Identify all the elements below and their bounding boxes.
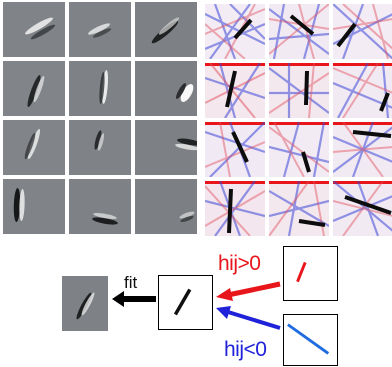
filter-tile	[3, 2, 65, 57]
negative-weight-arrow	[216, 306, 281, 330]
filter-tile	[3, 179, 65, 234]
overlay-tile	[333, 181, 392, 236]
overlay-tile	[269, 63, 329, 118]
overlay-tile	[205, 63, 265, 118]
fit-arrow	[112, 291, 156, 307]
filter-tile	[135, 61, 197, 116]
overlay-tile	[205, 4, 265, 59]
overlay-tile	[333, 4, 392, 59]
filter-tile	[3, 61, 65, 116]
negative-weight-label: hij<0	[224, 338, 267, 361]
filter-tile	[135, 179, 197, 234]
overlay-tile	[333, 63, 392, 118]
overlay-tile	[205, 122, 265, 177]
positive-weight-label: hij>0	[218, 252, 261, 275]
fitted-filter-patch	[62, 276, 108, 331]
filter-tile	[135, 120, 197, 175]
positive-weight-arrow	[216, 281, 281, 301]
overlay-tile	[333, 122, 392, 177]
overlay-tile	[205, 181, 265, 236]
overlay-tile	[269, 181, 329, 236]
filter-tile	[69, 179, 131, 234]
overlay-tile	[269, 122, 329, 177]
learned-filter-grid	[3, 2, 201, 234]
receptive-field-overlay-grid	[205, 4, 392, 236]
overlay-tile	[269, 4, 329, 59]
negative-line-box	[283, 314, 338, 366]
filter-tile	[135, 2, 197, 57]
filter-tile	[69, 61, 131, 116]
positive-line-box	[283, 246, 338, 301]
combined-line-box	[158, 275, 213, 330]
filter-tile	[69, 120, 131, 175]
filter-tile	[3, 120, 65, 175]
fit-label: fit	[124, 273, 138, 292]
filter-tile	[69, 2, 131, 57]
